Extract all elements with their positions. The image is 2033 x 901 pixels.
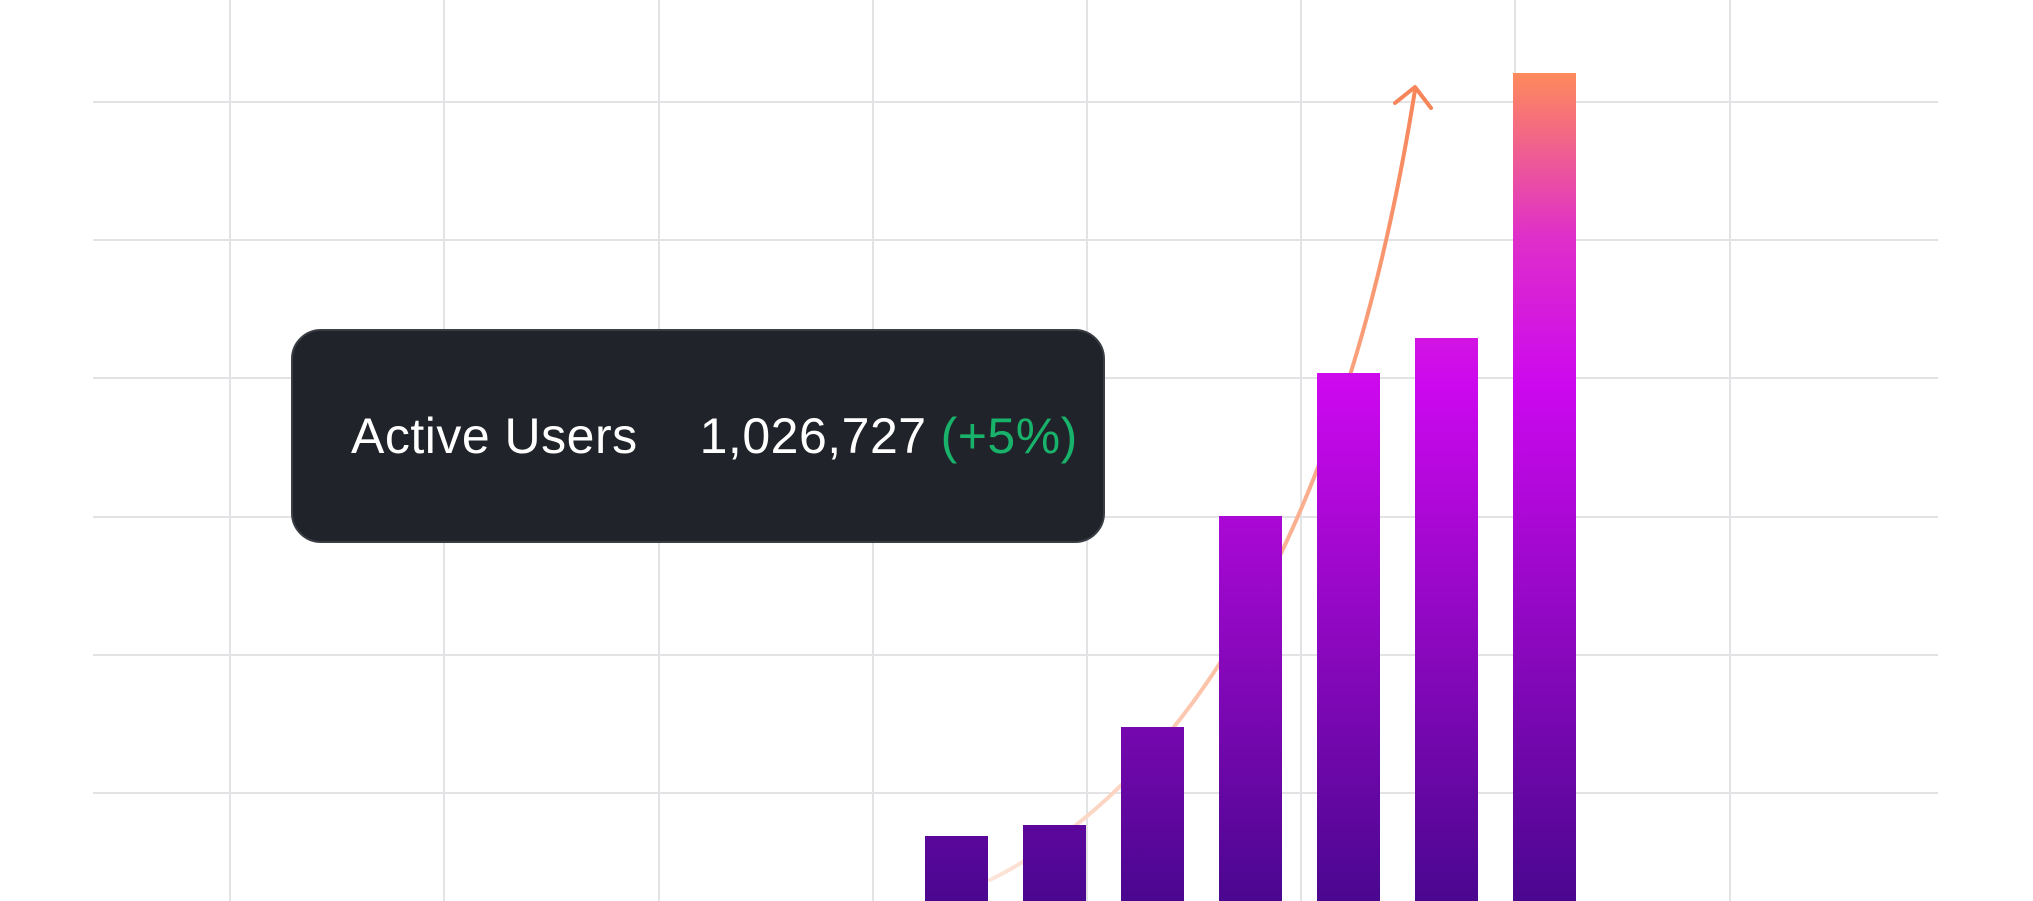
bars-group bbox=[925, 73, 1576, 901]
bar-1 bbox=[925, 836, 988, 901]
bar-4 bbox=[1219, 516, 1282, 901]
bar-2 bbox=[1023, 825, 1086, 901]
tooltip-card: Active Users 1,026,727 (+5%) bbox=[291, 329, 1105, 543]
tooltip-change: (+5%) bbox=[940, 408, 1078, 464]
bar-5 bbox=[1317, 373, 1380, 901]
tooltip-value: 1,026,727 bbox=[699, 408, 927, 464]
bar-7 bbox=[1513, 73, 1576, 901]
bar-3 bbox=[1121, 727, 1184, 901]
bar-6 bbox=[1415, 338, 1478, 901]
tooltip-label: Active Users bbox=[351, 408, 638, 464]
trend-arrowhead bbox=[1393, 85, 1433, 110]
